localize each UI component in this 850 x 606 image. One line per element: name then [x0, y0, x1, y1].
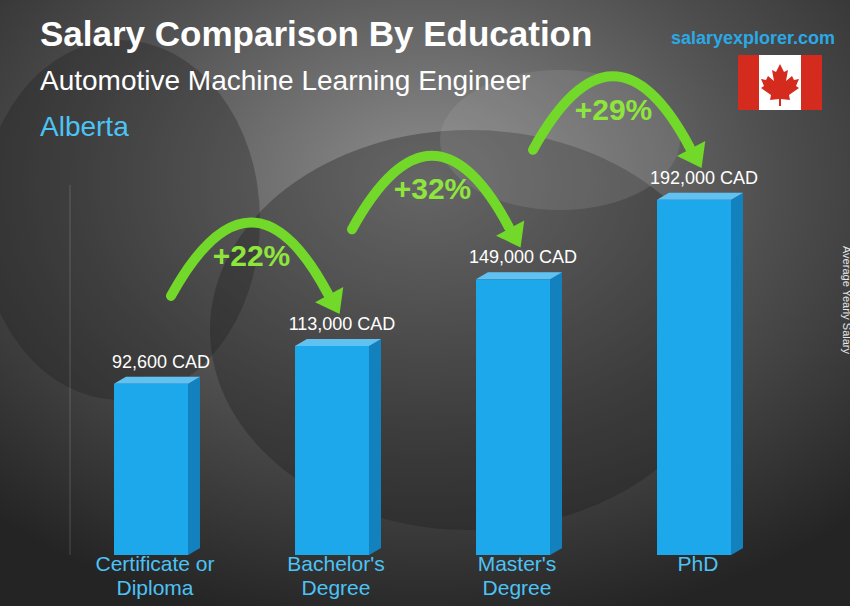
category-label: Master'sDegree: [478, 552, 557, 599]
bar-side: [369, 339, 381, 555]
data-label: 192,000 CAD: [650, 168, 758, 188]
y-axis-line: [70, 185, 71, 555]
bar-top: [657, 193, 743, 200]
bar: [657, 200, 731, 555]
flag-white: [738, 55, 822, 110]
category-label-line: Degree: [302, 576, 371, 599]
chart: Salary Comparison By Education Automotive…: [0, 0, 850, 606]
increase-arrow: [533, 76, 705, 168]
background-shade: [210, 130, 730, 530]
bar-top: [295, 339, 381, 346]
annotation: +32%: [394, 172, 472, 205]
bar-side: [188, 377, 200, 555]
category-label-line: Bachelor's: [287, 552, 384, 575]
bar: [114, 384, 188, 555]
bar-top-light: [476, 272, 562, 279]
bar-top: [114, 377, 200, 384]
annotation: +29%: [575, 93, 653, 126]
category-label: Bachelor'sDegree: [287, 552, 384, 599]
bar: [476, 279, 550, 555]
category-label-line: Diploma: [116, 576, 193, 599]
annotation: +22%: [213, 239, 291, 272]
bar-side-shade: [731, 193, 743, 555]
bar-top-light: [657, 193, 743, 200]
subtitle: Automotive Machine Learning Engineer: [40, 65, 530, 96]
bar-top: [476, 272, 562, 279]
bar-side-shade: [550, 272, 562, 555]
increase-arrow: [171, 222, 343, 314]
bar-side: [731, 193, 743, 555]
arrow-head: [315, 287, 343, 314]
data-label: 92,600 CAD: [112, 352, 210, 372]
arrow-head: [496, 220, 524, 247]
category-label: Certificate orDiploma: [95, 552, 214, 599]
bar: [295, 346, 369, 555]
category-label-line: Degree: [483, 576, 552, 599]
source: salaryexplorer.com: [671, 28, 835, 48]
flag-red-left: [738, 55, 759, 110]
bar-side: [550, 272, 562, 555]
bars: [114, 193, 743, 555]
bar-side-shade: [188, 377, 200, 555]
title: Salary Comparison By Education: [40, 14, 592, 53]
data-label: 149,000 CAD: [469, 247, 577, 267]
arrow-head: [677, 141, 705, 168]
flag-leaf: [761, 64, 799, 106]
category-label-line: PhD: [678, 552, 719, 575]
y-axis-label: Average Yearly Salary: [841, 246, 850, 355]
data-label: 113,000 CAD: [289, 314, 396, 334]
arrow-curve: [171, 222, 328, 296]
category-label: PhD: [678, 552, 719, 575]
arrow-curve: [352, 156, 509, 230]
increase-arrow: [352, 156, 524, 248]
bar-top-light: [295, 339, 381, 346]
flag: [738, 55, 822, 110]
flag-red-right: [801, 55, 822, 110]
arrow-curve: [533, 76, 690, 150]
bar-top-light: [114, 377, 200, 384]
location: Alberta: [40, 111, 129, 142]
category-label-line: Master's: [478, 552, 557, 575]
bar-side-shade: [369, 339, 381, 555]
category-label-line: Certificate or: [95, 552, 214, 575]
